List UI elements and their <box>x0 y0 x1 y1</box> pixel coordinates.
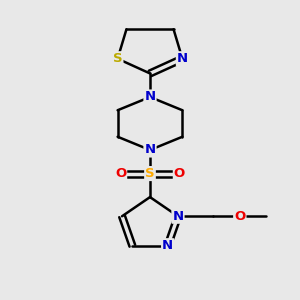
Text: N: N <box>144 143 156 157</box>
Text: N: N <box>144 91 156 103</box>
Text: O: O <box>234 210 245 223</box>
Text: N: N <box>177 52 188 65</box>
Text: O: O <box>115 167 126 180</box>
Text: N: N <box>172 210 184 223</box>
Text: O: O <box>174 167 185 180</box>
Text: S: S <box>145 167 155 180</box>
Text: N: N <box>162 239 173 252</box>
Text: S: S <box>113 52 122 65</box>
